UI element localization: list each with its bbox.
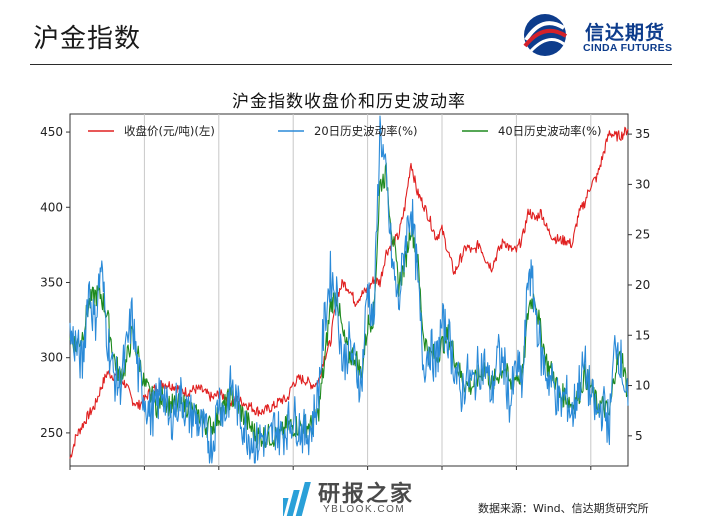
chart-title: 沪金指数收盘价和历史波动率 xyxy=(232,92,466,112)
plot-frame xyxy=(69,113,629,467)
y-left-tick-label: 450 xyxy=(40,125,63,139)
cinda-logo-icon xyxy=(523,14,568,56)
y-left-tick-label: 250 xyxy=(40,426,63,440)
watermark-logo-icon xyxy=(283,482,311,516)
series-line-1 xyxy=(69,115,629,464)
axes-layer: 16/0117/0118/0119/0120/0121/0122/0123/01… xyxy=(40,125,650,470)
logo-name: 信达期货 xyxy=(585,22,666,44)
chart-legend: 收盘价(元/吨)(左) 20日历史波动率(%) 40日历史波动率(%) xyxy=(88,124,602,138)
y-right-tick-label: 5 xyxy=(635,429,643,443)
gold-index-chart: 16/0117/0118/0119/0120/0121/0122/0123/01… xyxy=(40,92,650,470)
legend-label: 40日历史波动率(%) xyxy=(498,124,602,138)
y-right-tick-label: 15 xyxy=(635,328,650,342)
data-source: 数据来源：Wind、信达期货研究所 xyxy=(478,502,649,515)
watermark-url: YBLOOK.COM xyxy=(323,504,406,515)
y-left-tick-label: 400 xyxy=(40,200,63,214)
series-line-0 xyxy=(69,126,629,459)
page-title: 沪金指数 xyxy=(33,24,142,54)
logo-subtitle: CINDA FUTURES xyxy=(583,42,673,54)
y-right-tick-label: 10 xyxy=(635,379,650,393)
y-left-tick-label: 300 xyxy=(40,351,63,365)
y-right-tick-label: 30 xyxy=(635,177,650,191)
y-right-tick-label: 25 xyxy=(635,228,650,242)
y-right-tick-label: 35 xyxy=(635,127,650,141)
series-layer xyxy=(69,115,629,464)
legend-label: 20日历史波动率(%) xyxy=(314,124,418,138)
y-left-tick-label: 350 xyxy=(40,275,63,289)
title-divider xyxy=(30,64,672,65)
y-right-tick-label: 20 xyxy=(635,278,650,292)
legend-label: 收盘价(元/吨)(左) xyxy=(124,124,215,138)
watermark-text: 研报之家 xyxy=(318,482,415,507)
